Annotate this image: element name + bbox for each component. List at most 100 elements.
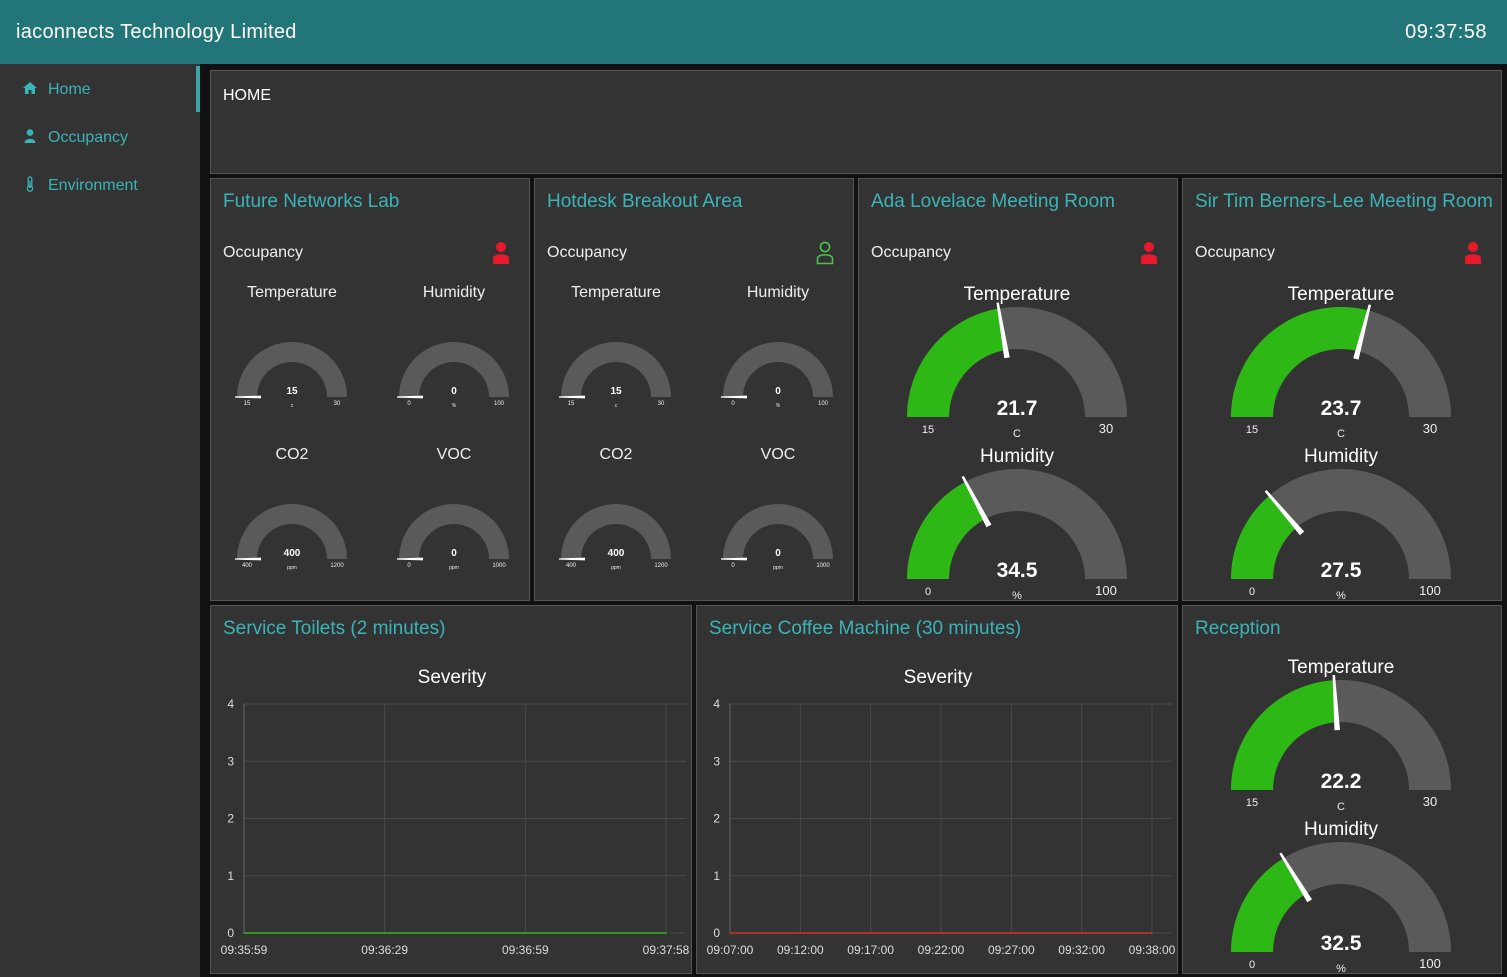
room-card-hotdesk-breakout-area: Hotdesk Breakout Area Occupancy Temperat… — [534, 178, 854, 601]
gauge-max: 100 — [1419, 583, 1441, 598]
gauge-max: 30 — [658, 401, 665, 407]
gauge-max: 100 — [818, 401, 829, 407]
gauge-label: Humidity — [980, 446, 1054, 467]
chart-title: Severity — [903, 667, 973, 688]
gauge-max: 1200 — [330, 563, 344, 569]
gauge-label: Humidity — [1304, 446, 1378, 467]
gauge-value: 400 — [284, 548, 301, 559]
gauge-min: 15 — [244, 401, 251, 407]
gauge-unit: C — [1013, 428, 1021, 440]
gauge-max: 30 — [334, 401, 341, 407]
home-card: HOME — [210, 70, 1502, 174]
gauge-needle — [961, 475, 992, 528]
room-title: Ada Lovelace Meeting Room — [871, 191, 1115, 212]
sidebar-item-occupancy[interactable]: Occupancy — [0, 114, 196, 158]
gauge-value: 15 — [610, 386, 622, 397]
gauge-value: 400 — [608, 548, 625, 559]
gauge-dial: 15 c 15 30 — [559, 342, 671, 409]
gauge-needle — [559, 395, 585, 399]
data-point — [799, 932, 802, 934]
gauge-max: 30 — [1099, 421, 1113, 436]
gauge-needle — [1264, 490, 1305, 536]
gauge-dial: 400 ppm 400 1200 — [559, 504, 671, 571]
gauge-fill — [1231, 680, 1337, 790]
gauge-max: 1000 — [492, 563, 506, 569]
gauge-min: 15 — [1246, 424, 1258, 436]
gauge-unit: ppm — [287, 565, 297, 571]
occupied-user-icon — [1465, 242, 1481, 264]
gauge-min: 0 — [407, 401, 411, 407]
gauge-min: 400 — [242, 563, 253, 569]
y-tick-label: 1 — [713, 869, 720, 883]
gauge-fill — [907, 308, 1006, 417]
sidebar-item-label: Home — [48, 81, 91, 98]
gauge-label: Temperature — [571, 284, 661, 301]
service-coffee-machine-card: Service Coffee Machine (30 minutes) Seve… — [696, 605, 1178, 974]
gauge-label: Humidity — [746, 284, 810, 301]
sidebar-item-home[interactable]: Home — [0, 66, 196, 110]
occupied-user-icon — [1141, 242, 1157, 264]
sidebar: Home Occupancy Environment — [0, 64, 200, 977]
gauge-min: 0 — [1249, 959, 1255, 971]
gauge-max: 100 — [1095, 583, 1117, 598]
gauge-needle — [721, 395, 747, 399]
data-point — [524, 932, 527, 934]
vacant-user-icon — [816, 241, 834, 265]
gauge-unit: % — [1336, 963, 1346, 975]
gauge-needle — [721, 557, 747, 561]
gauge-dial: 15 c 15 30 — [235, 342, 347, 409]
y-tick-label: 2 — [227, 812, 234, 826]
x-tick-label: 09:38:00 — [1129, 943, 1176, 957]
gauge-track — [1231, 469, 1451, 579]
gauge-label: CO2 — [275, 446, 309, 463]
data-point — [665, 932, 667, 934]
gauge-dial: 0 ppm 0 1000 — [721, 504, 833, 571]
gauge-unit: ppm — [773, 565, 783, 571]
y-tick-label: 3 — [713, 754, 720, 768]
severity-chart: 0 1 2 3 4 09:07:00 09:12:00 09:17:00 09:22:00 09:… — [707, 697, 1176, 957]
occupancy-label: Occupancy — [1195, 244, 1276, 261]
gauge-needle — [559, 557, 585, 561]
data-point — [1010, 932, 1013, 934]
gauge-value: 0 — [451, 548, 457, 559]
y-tick-label: 0 — [713, 926, 720, 940]
gauge-dial: 400 ppm 400 1200 — [235, 504, 347, 571]
gauge-dial: 21.7 C 15 30 — [907, 302, 1127, 440]
gauge-label: VOC — [436, 446, 472, 463]
room-card-future-networks-lab: Future Networks Lab Occupancy Temperatur… — [210, 178, 530, 601]
gauge-track — [237, 342, 347, 397]
data-point — [243, 932, 245, 934]
gauge-track — [561, 342, 671, 397]
gauge-dial: 0% 0 100 — [721, 342, 833, 409]
gauge-unit: ppm — [449, 565, 459, 571]
x-tick-label: 09:07:00 — [707, 943, 754, 957]
x-tick-label: 09:32:00 — [1058, 943, 1105, 957]
chart-card-title: Service Coffee Machine (30 minutes) — [709, 618, 1022, 639]
gauge-fill — [1231, 495, 1297, 579]
room-title: Hotdesk Breakout Area — [547, 191, 743, 212]
data-point — [729, 932, 731, 934]
gauge-needle — [1332, 675, 1341, 731]
gauge-needle — [235, 395, 261, 399]
gauge-unit: % — [452, 403, 457, 409]
gauge-dial: 34.5% 0 100 — [907, 469, 1127, 602]
gauge-min: 0 — [731, 563, 735, 569]
x-tick-label: 09:35:59 — [221, 943, 268, 957]
gauge-value: 22.2 — [1321, 770, 1362, 793]
gauge-value: 21.7 — [997, 397, 1038, 420]
occupancy-label: Occupancy — [547, 244, 628, 261]
data-point — [383, 932, 386, 934]
gauge-unit: ppm — [611, 565, 621, 571]
sidebar-item-environment[interactable]: Environment — [0, 162, 196, 206]
gauge-dial: 27.5% 0 100 — [1231, 469, 1451, 602]
home-icon — [23, 82, 37, 94]
gauge-min: 15 — [922, 424, 934, 436]
occupied-user-icon — [493, 242, 509, 264]
x-tick-label: 09:37:58 — [643, 943, 690, 957]
gauge-unit: % — [1012, 590, 1022, 602]
home-heading: HOME — [223, 87, 271, 104]
reception-card: Reception Temperature 22.2 C 15 30 Humidity 3… — [1182, 605, 1502, 975]
selected-indicator — [196, 66, 200, 112]
x-tick-label: 09:27:00 — [988, 943, 1035, 957]
gauge-value: 32.5 — [1321, 932, 1362, 955]
